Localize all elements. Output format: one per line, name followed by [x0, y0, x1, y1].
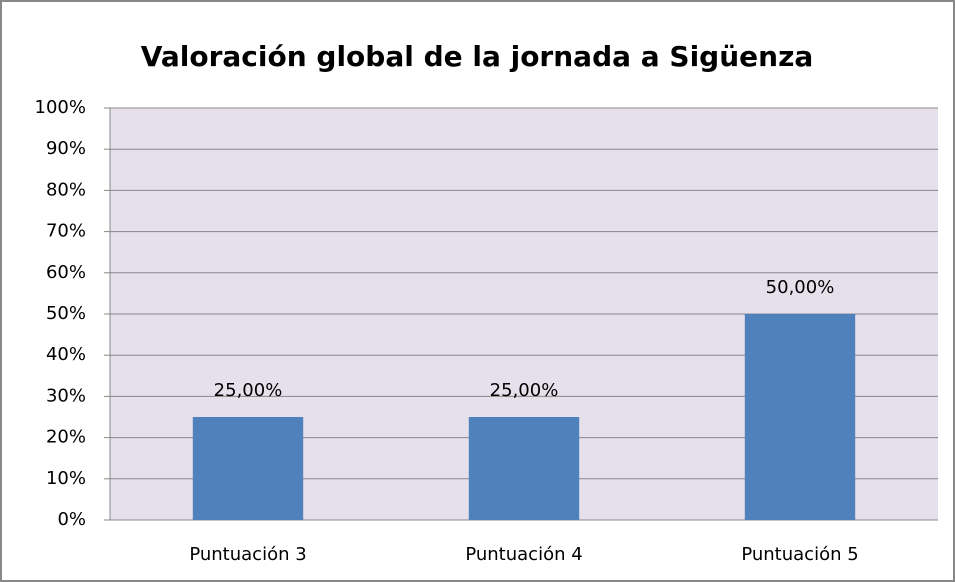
chart-title: Valoración global de la jornada a Sigüen…	[141, 40, 814, 73]
y-tick-label: 80%	[46, 179, 86, 200]
y-tick-label: 20%	[46, 427, 86, 448]
y-tick-label: 50%	[46, 303, 86, 324]
y-tick-label: 0%	[57, 509, 86, 530]
y-tick-label: 100%	[35, 97, 86, 118]
y-tick-label: 30%	[46, 385, 86, 406]
y-tick-label: 10%	[46, 468, 86, 489]
bar	[192, 417, 304, 520]
data-label: 25,00%	[214, 380, 283, 401]
data-label: 50,00%	[766, 277, 835, 298]
x-tick-label: Puntuación 4	[465, 544, 582, 565]
y-tick-label: 90%	[46, 138, 86, 159]
y-tick-label: 60%	[46, 262, 86, 283]
y-tick-label: 40%	[46, 344, 86, 365]
x-tick-label: Puntuación 5	[741, 544, 858, 565]
bar	[744, 314, 856, 520]
x-tick-label: Puntuación 3	[189, 544, 306, 565]
y-tick-label: 70%	[46, 221, 86, 242]
bar	[468, 417, 580, 520]
data-label: 25,00%	[490, 380, 559, 401]
